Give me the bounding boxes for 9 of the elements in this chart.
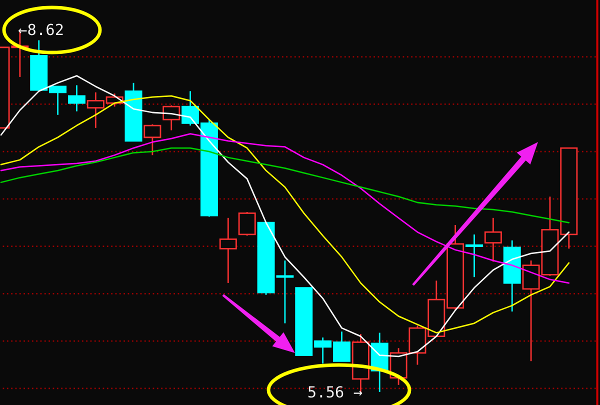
- candlestick: [238, 211, 256, 236]
- annotation: 5.56 →: [308, 386, 362, 398]
- annotation: ←8.62: [18, 24, 63, 36]
- candlestick: [219, 217, 237, 284]
- candlestick: [144, 124, 162, 156]
- candlestick: [466, 234, 483, 278]
- candlestick: [484, 217, 502, 262]
- candlestick: [68, 84, 86, 112]
- candlestick: [162, 104, 180, 131]
